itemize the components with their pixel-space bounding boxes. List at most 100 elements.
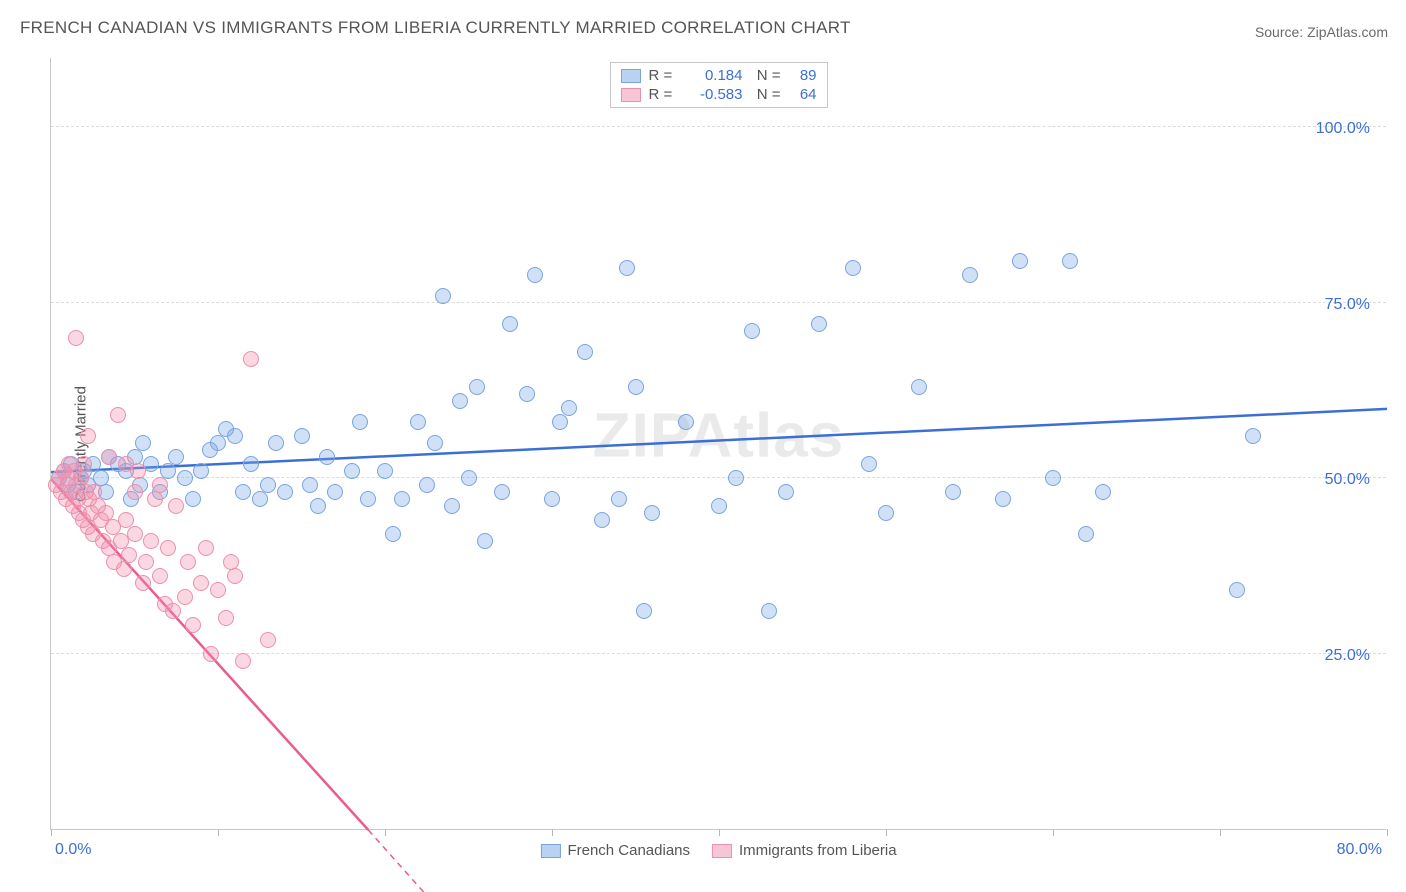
data-point <box>135 575 151 591</box>
data-point <box>711 498 727 514</box>
data-point <box>193 463 209 479</box>
data-point <box>180 554 196 570</box>
legend-item-2: Immigrants from Liberia <box>712 842 897 859</box>
data-point <box>294 428 310 444</box>
trend-lines <box>51 58 1386 829</box>
data-point <box>185 617 201 633</box>
data-point <box>878 505 894 521</box>
legend-label-2: Immigrants from Liberia <box>739 842 897 859</box>
data-point <box>1245 428 1261 444</box>
data-point <box>527 267 543 283</box>
data-point <box>995 491 1011 507</box>
data-point <box>845 260 861 276</box>
data-point <box>302 477 318 493</box>
data-point <box>611 491 627 507</box>
x-tick <box>1053 829 1054 836</box>
data-point <box>744 323 760 339</box>
data-point <box>110 407 126 423</box>
x-tick <box>218 829 219 836</box>
data-point <box>203 646 219 662</box>
data-point <box>227 568 243 584</box>
data-point <box>1062 253 1078 269</box>
data-point <box>101 449 117 465</box>
data-point <box>469 379 485 395</box>
data-point <box>165 603 181 619</box>
data-point <box>160 540 176 556</box>
data-point <box>260 477 276 493</box>
x-tick <box>1220 829 1221 836</box>
data-point <box>252 491 268 507</box>
x-tick <box>51 829 52 836</box>
data-point <box>1078 526 1094 542</box>
data-point <box>168 449 184 465</box>
legend-item-1: French Canadians <box>540 842 690 859</box>
data-point <box>127 526 143 542</box>
data-point <box>761 603 777 619</box>
data-point <box>243 456 259 472</box>
data-point <box>544 491 560 507</box>
data-point <box>385 526 401 542</box>
data-point <box>268 435 284 451</box>
data-point <box>377 463 393 479</box>
data-point <box>68 330 84 346</box>
data-point <box>185 491 201 507</box>
data-point <box>344 463 360 479</box>
x-axis-min-label: 0.0% <box>55 841 91 859</box>
source-label: Source: ZipAtlas.com <box>1255 24 1388 40</box>
data-point <box>427 435 443 451</box>
x-tick <box>385 829 386 836</box>
x-tick <box>719 829 720 836</box>
data-point <box>227 428 243 444</box>
data-point <box>235 484 251 500</box>
legend-label-1: French Canadians <box>567 842 690 859</box>
data-point <box>1095 484 1111 500</box>
data-point <box>223 554 239 570</box>
data-point <box>260 632 276 648</box>
data-point <box>644 505 660 521</box>
data-point <box>135 435 151 451</box>
data-point <box>945 484 961 500</box>
data-point <box>394 491 410 507</box>
data-point <box>861 456 877 472</box>
data-point <box>360 491 376 507</box>
data-point <box>352 414 368 430</box>
data-point <box>519 386 535 402</box>
data-point <box>778 484 794 500</box>
data-point <box>218 610 234 626</box>
data-point <box>116 561 132 577</box>
data-point <box>277 484 293 500</box>
plot-area: Currently Married ZIPAtlas 25.0%50.0%75.… <box>50 58 1386 830</box>
data-point <box>193 575 209 591</box>
legend-swatch-bottom-2 <box>712 844 732 858</box>
data-point <box>243 351 259 367</box>
data-point <box>1045 470 1061 486</box>
x-tick <box>886 829 887 836</box>
x-axis-max-label: 80.0% <box>1337 841 1382 859</box>
data-point <box>419 477 435 493</box>
data-point <box>327 484 343 500</box>
data-point <box>811 316 827 332</box>
data-point <box>728 470 744 486</box>
data-point <box>911 379 927 395</box>
data-point <box>210 435 226 451</box>
data-point <box>127 484 143 500</box>
data-point <box>121 547 137 563</box>
data-point <box>678 414 694 430</box>
data-point <box>80 428 96 444</box>
data-point <box>410 414 426 430</box>
data-point <box>452 393 468 409</box>
data-point <box>152 477 168 493</box>
data-point <box>628 379 644 395</box>
data-point <box>594 512 610 528</box>
data-point <box>168 498 184 514</box>
data-point <box>577 344 593 360</box>
data-point <box>1012 253 1028 269</box>
data-point <box>310 498 326 514</box>
data-point <box>138 554 154 570</box>
data-point <box>235 653 251 669</box>
data-point <box>147 491 163 507</box>
data-point <box>552 414 568 430</box>
chart-title: FRENCH CANADIAN VS IMMIGRANTS FROM LIBER… <box>20 18 851 38</box>
legend-swatch-bottom-1 <box>540 844 560 858</box>
data-point <box>152 568 168 584</box>
